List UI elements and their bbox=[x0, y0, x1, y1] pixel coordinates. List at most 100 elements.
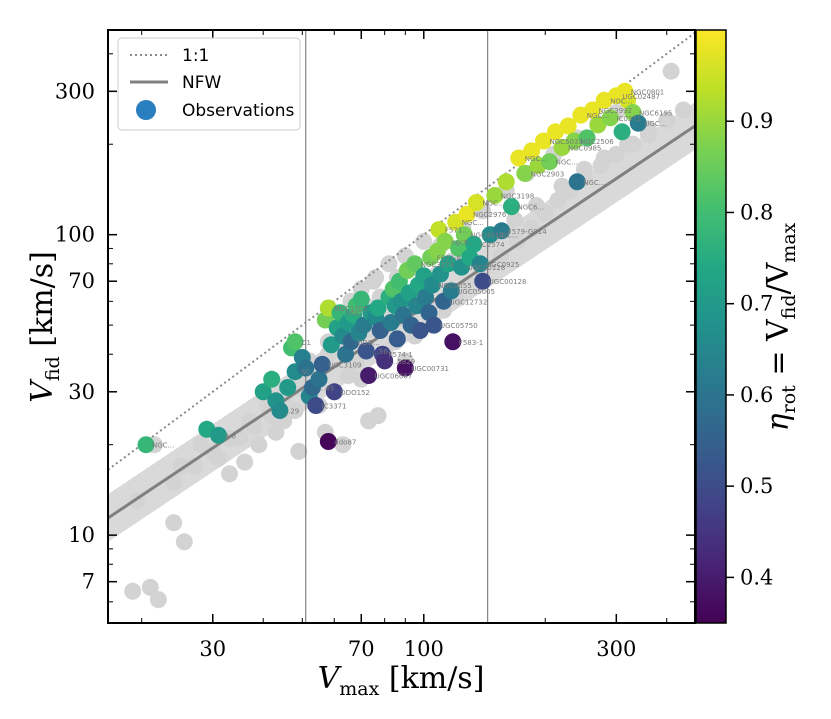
observation-point bbox=[411, 322, 429, 339]
observation-point bbox=[493, 222, 511, 240]
simulation-point bbox=[527, 197, 545, 215]
observation-point bbox=[510, 149, 528, 167]
observation-label: NGC3198 bbox=[501, 193, 534, 201]
observation-label: NGC2903 bbox=[531, 170, 564, 178]
simulation-point bbox=[290, 442, 308, 460]
x-tick-label: 100 bbox=[404, 637, 444, 661]
colorbar-tick-label: 0.7 bbox=[740, 292, 773, 316]
observation-point bbox=[471, 255, 489, 273]
plot-frame bbox=[107, 29, 696, 624]
observation-point bbox=[444, 333, 462, 351]
observation-point bbox=[547, 123, 564, 141]
colorbar-tick-label: 0.5 bbox=[740, 474, 773, 498]
observation-point bbox=[137, 436, 155, 454]
observation-label: ...45 bbox=[319, 385, 335, 393]
observation-point bbox=[616, 82, 634, 100]
observation-point bbox=[474, 272, 492, 290]
observation-point bbox=[613, 123, 631, 141]
observation-point bbox=[369, 299, 387, 317]
observation-label: UGC12732 bbox=[450, 298, 488, 306]
simulation-point bbox=[506, 211, 524, 229]
observation-label: UGC00128 bbox=[468, 264, 506, 272]
observation-label: NGC2976 bbox=[473, 211, 507, 219]
observation-label: DDO... bbox=[357, 339, 380, 347]
simulation-point bbox=[662, 62, 680, 80]
observation-label: D1 bbox=[301, 339, 311, 347]
simulation-point bbox=[141, 578, 159, 596]
observation-label: UGC00731 bbox=[411, 365, 449, 373]
simulation-point bbox=[595, 149, 613, 167]
y-tick-label: 100 bbox=[55, 223, 95, 247]
observation-point bbox=[629, 114, 647, 132]
colorbar-tick-label: 0.9 bbox=[740, 109, 773, 133]
colorbar-tick-label: 0.6 bbox=[740, 383, 773, 407]
one-to-one-line bbox=[108, 31, 695, 471]
simulation-point bbox=[149, 591, 167, 609]
observation-label: NGC1705 bbox=[334, 305, 367, 313]
observation-point bbox=[584, 101, 602, 119]
observation-label: NGC6... bbox=[518, 204, 545, 212]
observation-label: NGC3992 bbox=[599, 107, 632, 115]
observation-point bbox=[442, 282, 460, 300]
simulation-point bbox=[380, 255, 398, 273]
y-tick-label: 300 bbox=[55, 79, 95, 103]
colorbar-tick-label: 0.8 bbox=[740, 200, 773, 224]
observation-point bbox=[307, 397, 325, 414]
simulation-point bbox=[369, 407, 387, 425]
observation-label: UGC... bbox=[496, 232, 518, 240]
observation-point bbox=[271, 402, 289, 419]
simulation-point bbox=[221, 465, 238, 483]
simulation-point bbox=[367, 269, 385, 286]
observation-label: DDO152 bbox=[340, 389, 370, 397]
observation-point bbox=[319, 433, 337, 450]
simulation-point bbox=[508, 232, 526, 250]
observation-label: NGC0055 bbox=[438, 282, 471, 290]
observation-point bbox=[503, 198, 520, 216]
observation-label: SC... bbox=[301, 369, 317, 377]
observation-label: IC0371 bbox=[616, 115, 641, 123]
observation-label: NGC5033 bbox=[550, 138, 583, 146]
observation-label: ..29 bbox=[286, 408, 299, 416]
observation-label: UGC0925 bbox=[486, 261, 519, 269]
legend: 1:1 NFW Observations bbox=[117, 37, 301, 131]
observation-point bbox=[388, 330, 406, 348]
simulation-point bbox=[172, 457, 190, 475]
observation-label: F571... bbox=[445, 227, 469, 235]
observation-label: UGC... bbox=[346, 310, 368, 318]
observation-label: UGC05005 bbox=[457, 288, 495, 296]
observation-point bbox=[486, 187, 504, 204]
observation-point bbox=[516, 164, 534, 182]
simulation-point bbox=[334, 436, 352, 454]
colorbar-gradient bbox=[695, 29, 727, 624]
y-axis-label: Vfid [km/s] bbox=[25, 251, 64, 403]
observation-label: NGC3274 bbox=[421, 261, 455, 269]
y-tick-label: 10 bbox=[68, 523, 95, 547]
observation-label: NGC... bbox=[556, 159, 578, 167]
simulation-point bbox=[175, 533, 193, 551]
simulation-point bbox=[250, 436, 268, 454]
colorbar-label: ηrot = Vfid/Vmax bbox=[761, 222, 800, 431]
observation-point bbox=[535, 132, 552, 150]
observation-point bbox=[406, 255, 424, 273]
observation-point bbox=[322, 336, 340, 354]
legend-nfw-label: NFW bbox=[182, 73, 221, 93]
observation-label: IC2574 bbox=[480, 241, 505, 249]
y-tick-label: 30 bbox=[68, 380, 95, 404]
observation-label: NGC2506 bbox=[580, 138, 614, 146]
x-tick-label: 70 bbox=[348, 637, 375, 661]
simulation-point bbox=[124, 582, 142, 600]
observation-point bbox=[439, 255, 457, 273]
observation-point bbox=[568, 173, 586, 191]
observation-point bbox=[286, 333, 304, 351]
observation-point bbox=[541, 153, 559, 171]
observation-label: NGC0985 bbox=[568, 145, 601, 153]
observation-point bbox=[436, 232, 454, 250]
simulation-point bbox=[165, 514, 183, 532]
observation-label: IC3371 bbox=[322, 403, 347, 411]
simulation-point bbox=[236, 453, 254, 471]
observation-label: UGC02487 bbox=[622, 93, 660, 101]
observation-label: ...5829 bbox=[391, 358, 416, 366]
simulation-point bbox=[339, 367, 357, 384]
simulation-point bbox=[286, 402, 304, 419]
